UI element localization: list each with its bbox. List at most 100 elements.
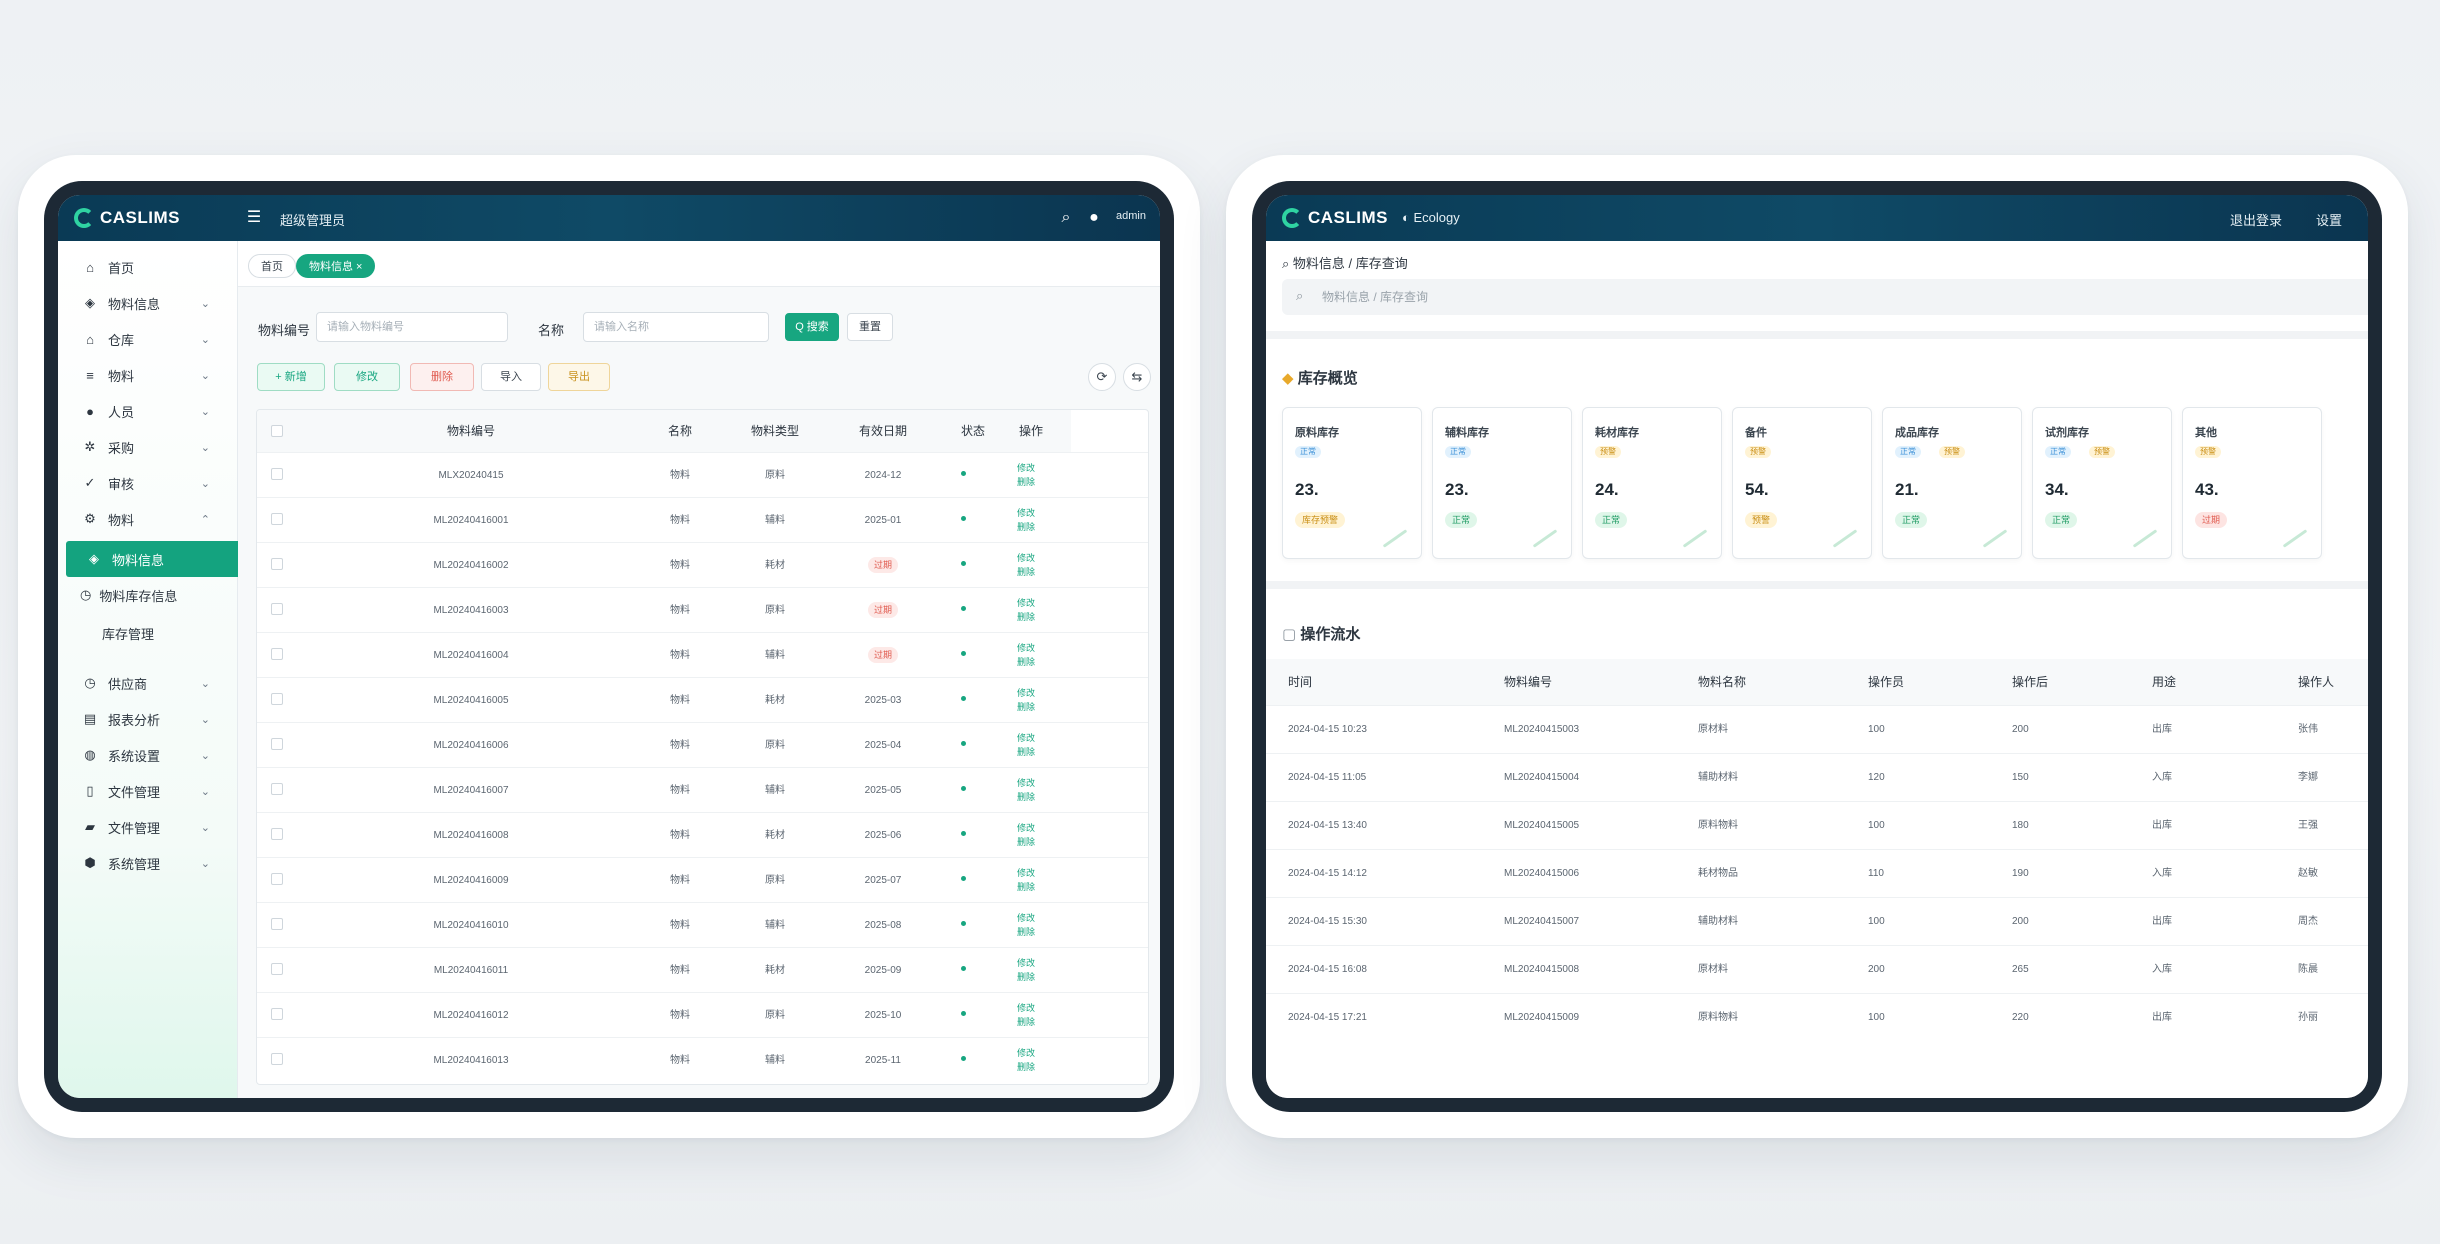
right-logo[interactable]: CASLIMS (1282, 195, 1388, 241)
sidebar-item-7[interactable]: ⚙ 物料 ⌃ (58, 501, 238, 537)
table-row[interactable]: ML20240416011 物料 耗材 2025-09 修改 删除 (257, 947, 1148, 992)
edit-link[interactable]: 修改 (1017, 868, 1036, 878)
row-checkbox[interactable] (271, 513, 283, 525)
edit-link[interactable]: 修改 (1017, 733, 1036, 743)
sidebar-item-lower-5[interactable]: ⬢ 系统管理 ⌄ (58, 845, 238, 881)
col-header-code[interactable]: 物料编号 (297, 410, 645, 452)
sidebar-item-lower-0[interactable]: ◷ 供应商 ⌄ (58, 665, 238, 701)
sidebar-item-lower-4[interactable]: ▰ 文件管理 ⌄ (58, 809, 238, 845)
delete-link[interactable]: 删除 (1017, 477, 1036, 487)
reset-button[interactable]: 重置 (847, 313, 893, 341)
log-col-header[interactable]: 物料编号 (1504, 675, 1553, 689)
log-col-header[interactable]: 操作后 (2012, 675, 2049, 689)
log-col-header[interactable]: 时间 (1288, 675, 1313, 689)
col-header-name[interactable]: 名称 (645, 410, 715, 452)
edit-link[interactable]: 修改 (1017, 958, 1036, 968)
menu-toggle-icon[interactable]: ☰ (246, 209, 262, 226)
edit-link[interactable]: 修改 (1017, 1048, 1036, 1058)
log-row[interactable]: 2024-04-15 10:23 ML20240415003 原材料 100 200 出库… (1266, 705, 2368, 753)
sidebar-item-lower-2[interactable]: ◍ 系统设置 ⌄ (58, 737, 238, 773)
log-row[interactable]: 2024-04-15 14:12 ML20240415006 耗材物品 110 190 入… (1266, 849, 2368, 897)
sidebar-item-0[interactable]: ⌂ 首页 (58, 249, 238, 285)
settings-link[interactable]: 设置 (2315, 213, 2342, 228)
sidebar-item-2[interactable]: ⌂ 仓库 ⌄ (58, 321, 238, 357)
overview-card[interactable]: 原料库存 正常 23. 库存预警 (1282, 407, 1422, 559)
row-checkbox[interactable] (271, 738, 283, 750)
add-button[interactable]: + 新增 (257, 363, 325, 391)
log-col-header[interactable]: 操作员 (1868, 675, 1905, 689)
edit-link[interactable]: 修改 (1017, 463, 1036, 473)
edit-link[interactable]: 修改 (1017, 778, 1036, 788)
delete-link[interactable]: 删除 (1017, 972, 1036, 982)
edit-link[interactable]: 修改 (1017, 913, 1036, 923)
delete-link[interactable]: 删除 (1017, 927, 1036, 937)
delete-link[interactable]: 删除 (1017, 792, 1036, 802)
edit-link[interactable]: 修改 (1017, 688, 1036, 698)
overview-card[interactable]: 辅料库存 正常 23. 正常 (1432, 407, 1572, 559)
delete-link[interactable]: 删除 (1017, 1062, 1036, 1072)
row-checkbox[interactable] (271, 648, 283, 660)
sidebar-item-6[interactable]: ✓ 审核 ⌄ (58, 465, 238, 501)
table-row[interactable]: ML20240416002 物料 耗材 过期 修改 删除 (257, 542, 1148, 587)
name-input[interactable]: 请输入名称 (583, 312, 769, 342)
delete-button[interactable]: 删除 (410, 363, 474, 391)
sidebar-item-lower-3[interactable]: ▯ 文件管理 ⌄ (58, 773, 238, 809)
edit-link[interactable]: 修改 (1017, 1003, 1036, 1013)
row-checkbox[interactable] (271, 1053, 283, 1065)
row-checkbox[interactable] (271, 828, 283, 840)
log-row[interactable]: 2024-04-15 16:08 ML20240415008 原材料 200 265 入库… (1266, 945, 2368, 993)
edit-button[interactable]: 修改 (334, 363, 400, 391)
row-checkbox[interactable] (271, 963, 283, 975)
edit-link[interactable]: 修改 (1017, 553, 1036, 563)
overview-card[interactable]: 备件 预警 54. 预警 (1732, 407, 1872, 559)
table-row[interactable]: ML20240416009 物料 原料 2025-07 修改 删除 (257, 857, 1148, 902)
user-icon[interactable]: ● (1089, 209, 1099, 226)
left-logo[interactable]: CASLIMS (74, 195, 180, 241)
log-col-header[interactable]: 用途 (2152, 675, 2177, 689)
sidebar-item-active[interactable]: ◈ 物料信息 (66, 541, 238, 577)
search-icon[interactable]: ⌕ (1061, 209, 1071, 226)
overview-card[interactable]: 耗材库存 预警 24. 正常 (1582, 407, 1722, 559)
row-checkbox[interactable] (271, 603, 283, 615)
logout-link[interactable]: 退出登录 (2229, 213, 2282, 228)
sidebar-subitem-0[interactable]: ◷ 物料库存信息 (80, 581, 177, 609)
row-checkbox[interactable] (271, 783, 283, 795)
export-button[interactable]: 导出 (548, 363, 610, 391)
table-row[interactable]: ML20240416003 物料 原料 过期 修改 删除 (257, 587, 1148, 632)
edit-link[interactable]: 修改 (1017, 598, 1036, 608)
log-col-header[interactable]: 物料名称 (1698, 675, 1747, 689)
table-row[interactable]: ML20240416012 物料 原料 2025-10 修改 删除 (257, 992, 1148, 1037)
import-button[interactable]: 导入 (481, 363, 541, 391)
row-checkbox[interactable] (271, 1008, 283, 1020)
log-row[interactable]: 2024-04-15 17:21 ML20240415009 原料物料 100 220 出… (1266, 993, 2368, 1041)
log-row[interactable]: 2024-04-15 11:05 ML20240415004 辅助材料 120 150 入… (1266, 753, 2368, 801)
tab-home[interactable]: 首页 (248, 254, 296, 278)
delete-link[interactable]: 删除 (1017, 1017, 1036, 1027)
table-row[interactable]: ML20240416001 物料 辅料 2025-01 修改 删除 (257, 497, 1148, 542)
row-checkbox[interactable] (271, 693, 283, 705)
delete-link[interactable]: 删除 (1017, 522, 1036, 532)
edit-link[interactable]: 修改 (1017, 508, 1036, 518)
sidebar-subitem-1[interactable]: 库存管理 (102, 619, 154, 647)
delete-link[interactable]: 删除 (1017, 702, 1036, 712)
table-row[interactable]: ML20240416004 物料 辅料 过期 修改 删除 (257, 632, 1148, 677)
delete-link[interactable]: 删除 (1017, 657, 1036, 667)
inventory-search-input[interactable]: 物料信息 / 库存查询 (1282, 279, 2368, 315)
sidebar-item-1[interactable]: ◈ 物料信息 ⌄ (58, 285, 238, 321)
log-row[interactable]: 2024-04-15 13:40 ML20240415005 原料物料 100 180 出… (1266, 801, 2368, 849)
row-checkbox[interactable] (271, 558, 283, 570)
code-input[interactable]: 请输入物料编号 (316, 312, 508, 342)
overview-card[interactable]: 成品库存 正常 预警 21. 正常 (1882, 407, 2022, 559)
sidebar-item-4[interactable]: ● 人员 ⌄ (58, 393, 238, 429)
overview-card[interactable]: 其他 预警 43. 过期 (2182, 407, 2322, 559)
refresh-icon[interactable]: ⟳ (1088, 363, 1116, 391)
table-row[interactable]: ML20240416007 物料 辅料 2025-05 修改 删除 (257, 767, 1148, 812)
table-row[interactable]: ML20240416010 物料 辅料 2025-08 修改 删除 (257, 902, 1148, 947)
sidebar-item-lower-1[interactable]: ▤ 报表分析 ⌄ (58, 701, 238, 737)
row-checkbox[interactable] (271, 873, 283, 885)
edit-link[interactable]: 修改 (1017, 643, 1036, 653)
table-row[interactable]: ML20240416008 物料 耗材 2025-06 修改 删除 (257, 812, 1148, 857)
delete-link[interactable]: 删除 (1017, 837, 1036, 847)
table-row[interactable]: ML20240416005 物料 耗材 2025-03 修改 删除 (257, 677, 1148, 722)
col-header-type[interactable]: 物料类型 (715, 410, 835, 452)
